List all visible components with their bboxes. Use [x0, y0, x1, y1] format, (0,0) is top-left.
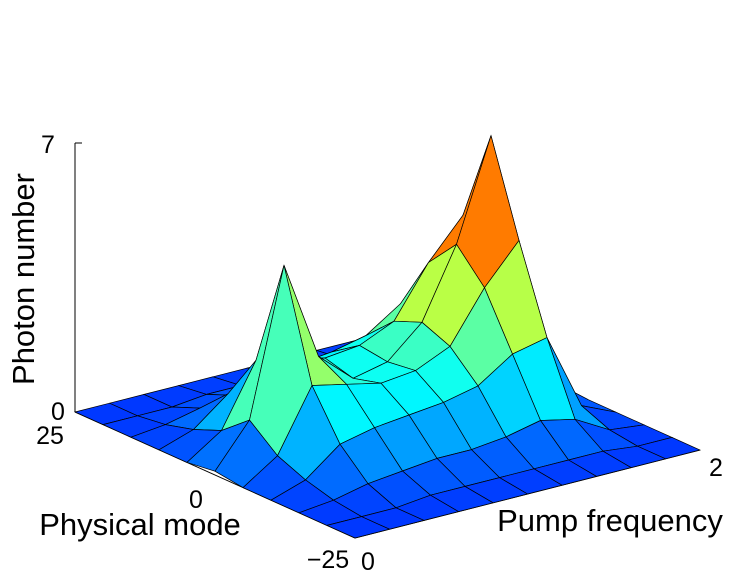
y-tick-label-0: 0: [189, 486, 203, 514]
y-tick-label-25: 25: [36, 422, 64, 450]
z-tick-label-max: 7: [41, 131, 55, 159]
x-tick-label-0: 0: [361, 548, 375, 576]
z-axis-label: Photon number: [6, 173, 41, 385]
z-tick-label-zero: 0: [51, 398, 65, 426]
y-axis-label: Physical mode: [39, 507, 241, 542]
y-tick-label-minus-25: −25: [307, 546, 349, 574]
x-axis-label: Pump frequency: [497, 503, 723, 538]
surface-patch: [325, 516, 391, 539]
x-tick-label-2: 2: [709, 454, 723, 482]
surface-mesh: [73, 134, 702, 539]
